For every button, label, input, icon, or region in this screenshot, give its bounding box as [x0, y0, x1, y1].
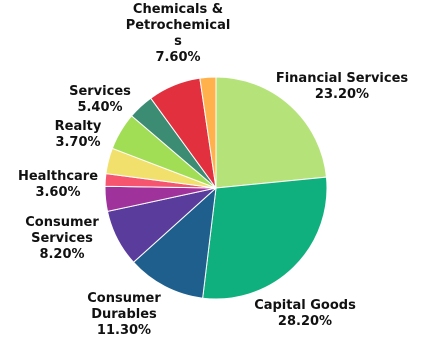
slice-label: Capital Goods 28.20% — [254, 298, 356, 329]
slice-label-line: s — [174, 34, 182, 49]
pie-labels: Financial Services 23.20% Capital Goods 28.… — [18, 2, 408, 338]
slice-label-line: Capital Goods — [254, 298, 356, 313]
slice-label-line: Durables — [91, 307, 157, 322]
slice-label: Consumer Services 8.20% — [25, 215, 99, 262]
slice-label: Financial Services 23.20% — [276, 71, 409, 102]
slice-label-line: Consumer — [25, 215, 99, 230]
slice-label: Chemicals & Petrochemical s 7.60% — [126, 2, 231, 65]
slice-label-line: Services — [69, 84, 131, 99]
slice-label-line: Healthcare — [18, 169, 98, 184]
pie-slice-consumer-durables — [132, 186, 217, 299]
slice-label-line: 8.20% — [39, 247, 84, 262]
slice-label: Services 5.40% — [69, 84, 131, 115]
slice-label-line: Petrochemical — [126, 18, 231, 33]
slice-label-line: 23.20% — [315, 87, 369, 102]
slice-label-line: 3.60% — [35, 185, 80, 200]
slice-label-line: Financial Services — [276, 71, 409, 86]
slice-label-line: 28.20% — [278, 314, 332, 329]
slice-label-line: Chemicals & — [133, 2, 223, 17]
slice-label-line: Services — [31, 231, 93, 246]
slice-label: Realty 3.70% — [55, 119, 102, 150]
pie-slice-capital-goods — [202, 176, 328, 300]
slice-label-line: Consumer — [87, 291, 161, 306]
slice-label: Healthcare 3.60% — [18, 169, 98, 200]
slice-label-line: Realty — [55, 119, 102, 134]
slice-label: Consumer Durables 11.30% — [87, 291, 161, 338]
pie-slice-financial-services — [215, 76, 328, 189]
pie-slice-unlabeled-10 — [199, 76, 217, 189]
slice-label-line: 5.40% — [77, 100, 122, 115]
slice-label-line: 3.70% — [55, 135, 100, 150]
slice-label-line: 11.30% — [97, 323, 151, 338]
slice-label-line: 7.60% — [155, 50, 200, 65]
pie-slices — [104, 76, 328, 300]
